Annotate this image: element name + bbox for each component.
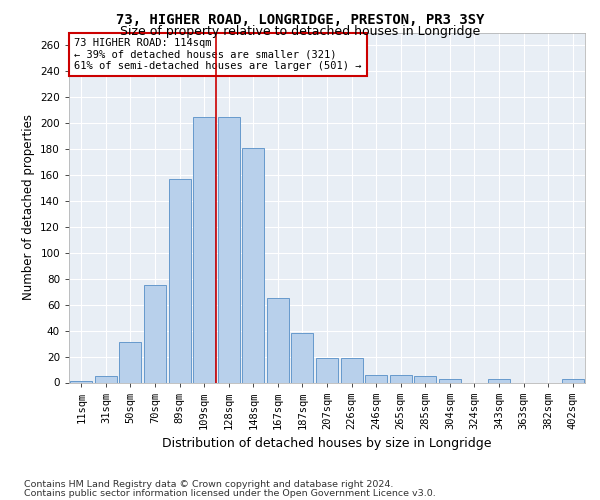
- Bar: [242, 148, 265, 382]
- X-axis label: Distribution of detached houses by size in Longridge: Distribution of detached houses by size …: [162, 438, 492, 450]
- Bar: [95, 376, 117, 382]
- Bar: [119, 342, 142, 382]
- Text: Contains HM Land Registry data © Crown copyright and database right 2024.: Contains HM Land Registry data © Crown c…: [24, 480, 394, 489]
- Bar: [341, 358, 362, 382]
- Text: Contains public sector information licensed under the Open Government Licence v3: Contains public sector information licen…: [24, 489, 436, 498]
- Bar: [218, 117, 240, 382]
- Bar: [267, 298, 289, 382]
- Bar: [70, 381, 92, 382]
- Bar: [144, 286, 166, 382]
- Text: Size of property relative to detached houses in Longridge: Size of property relative to detached ho…: [120, 25, 480, 38]
- Text: 73, HIGHER ROAD, LONGRIDGE, PRESTON, PR3 3SY: 73, HIGHER ROAD, LONGRIDGE, PRESTON, PR3…: [116, 12, 484, 26]
- Bar: [169, 179, 191, 382]
- Y-axis label: Number of detached properties: Number of detached properties: [22, 114, 35, 300]
- Bar: [292, 333, 313, 382]
- Bar: [488, 378, 510, 382]
- Bar: [193, 117, 215, 382]
- Bar: [389, 374, 412, 382]
- Bar: [365, 374, 387, 382]
- Bar: [562, 378, 584, 382]
- Bar: [439, 378, 461, 382]
- Text: 73 HIGHER ROAD: 114sqm
← 39% of detached houses are smaller (321)
61% of semi-de: 73 HIGHER ROAD: 114sqm ← 39% of detached…: [74, 38, 362, 71]
- Bar: [414, 376, 436, 382]
- Bar: [316, 358, 338, 382]
